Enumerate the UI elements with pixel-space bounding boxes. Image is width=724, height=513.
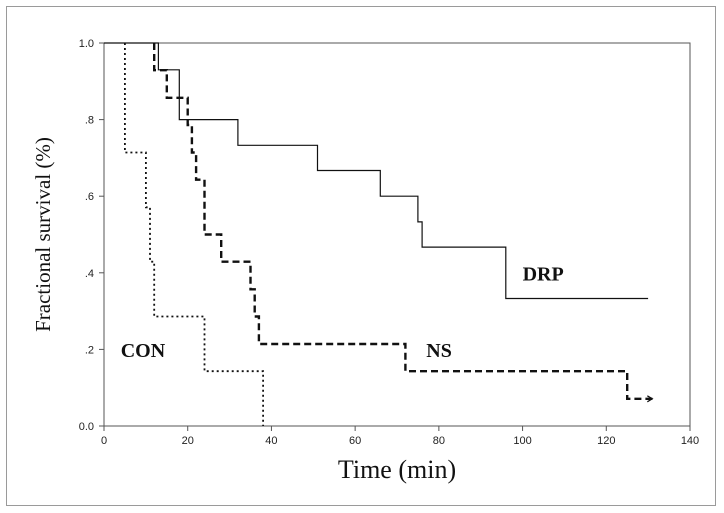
x-axis: 0 20 40 60 80 100 120 140 [101, 426, 699, 447]
x-tick-label: 20 [182, 435, 194, 447]
y-axis: 0.0 .2 .4 .6 .8 1.0 [79, 38, 104, 433]
series-layer [104, 42, 654, 426]
series-label-ns: NS [426, 340, 452, 362]
plot-area [103, 42, 691, 427]
y-tick-label: .8 [85, 115, 94, 127]
x-tick-label: 40 [265, 435, 277, 447]
y-tick-label: 1.0 [79, 38, 94, 50]
y-tick-label: .2 [85, 344, 94, 356]
y-tick-label: .4 [85, 268, 94, 280]
x-tick-label: 60 [349, 435, 361, 447]
series-ns-end-marker [647, 395, 654, 403]
series-con-line [124, 43, 264, 426]
x-axis-title: Time (min) [338, 455, 456, 484]
x-tick-label: 80 [433, 435, 445, 447]
series-label-drp: DRP [523, 263, 564, 285]
y-tick-label: .6 [85, 191, 94, 203]
y-axis-title: Fractional survival (%) [31, 137, 55, 332]
annotation-layer: DRP NS CON [121, 263, 564, 362]
series-label-con: CON [121, 340, 166, 362]
x-tick-label: 120 [597, 435, 615, 447]
series-drp-line [104, 42, 649, 300]
x-tick-label: 140 [681, 435, 699, 447]
x-tick-label: 100 [513, 435, 531, 447]
x-tick-label: 0 [101, 435, 107, 447]
series-ns-line [153, 43, 653, 400]
y-tick-label: 0.0 [79, 421, 94, 433]
